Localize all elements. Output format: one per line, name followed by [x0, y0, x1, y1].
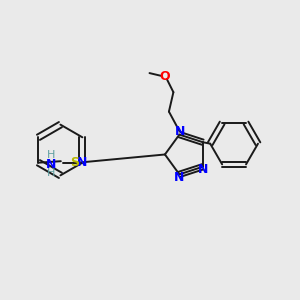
Text: H: H [47, 167, 55, 178]
Text: S: S [70, 156, 79, 169]
Text: O: O [159, 70, 170, 83]
Text: N: N [175, 125, 185, 138]
Text: N: N [77, 156, 88, 169]
Text: N: N [174, 171, 184, 184]
Text: N: N [46, 158, 56, 171]
Text: H: H [47, 150, 55, 160]
Text: N: N [198, 163, 208, 176]
